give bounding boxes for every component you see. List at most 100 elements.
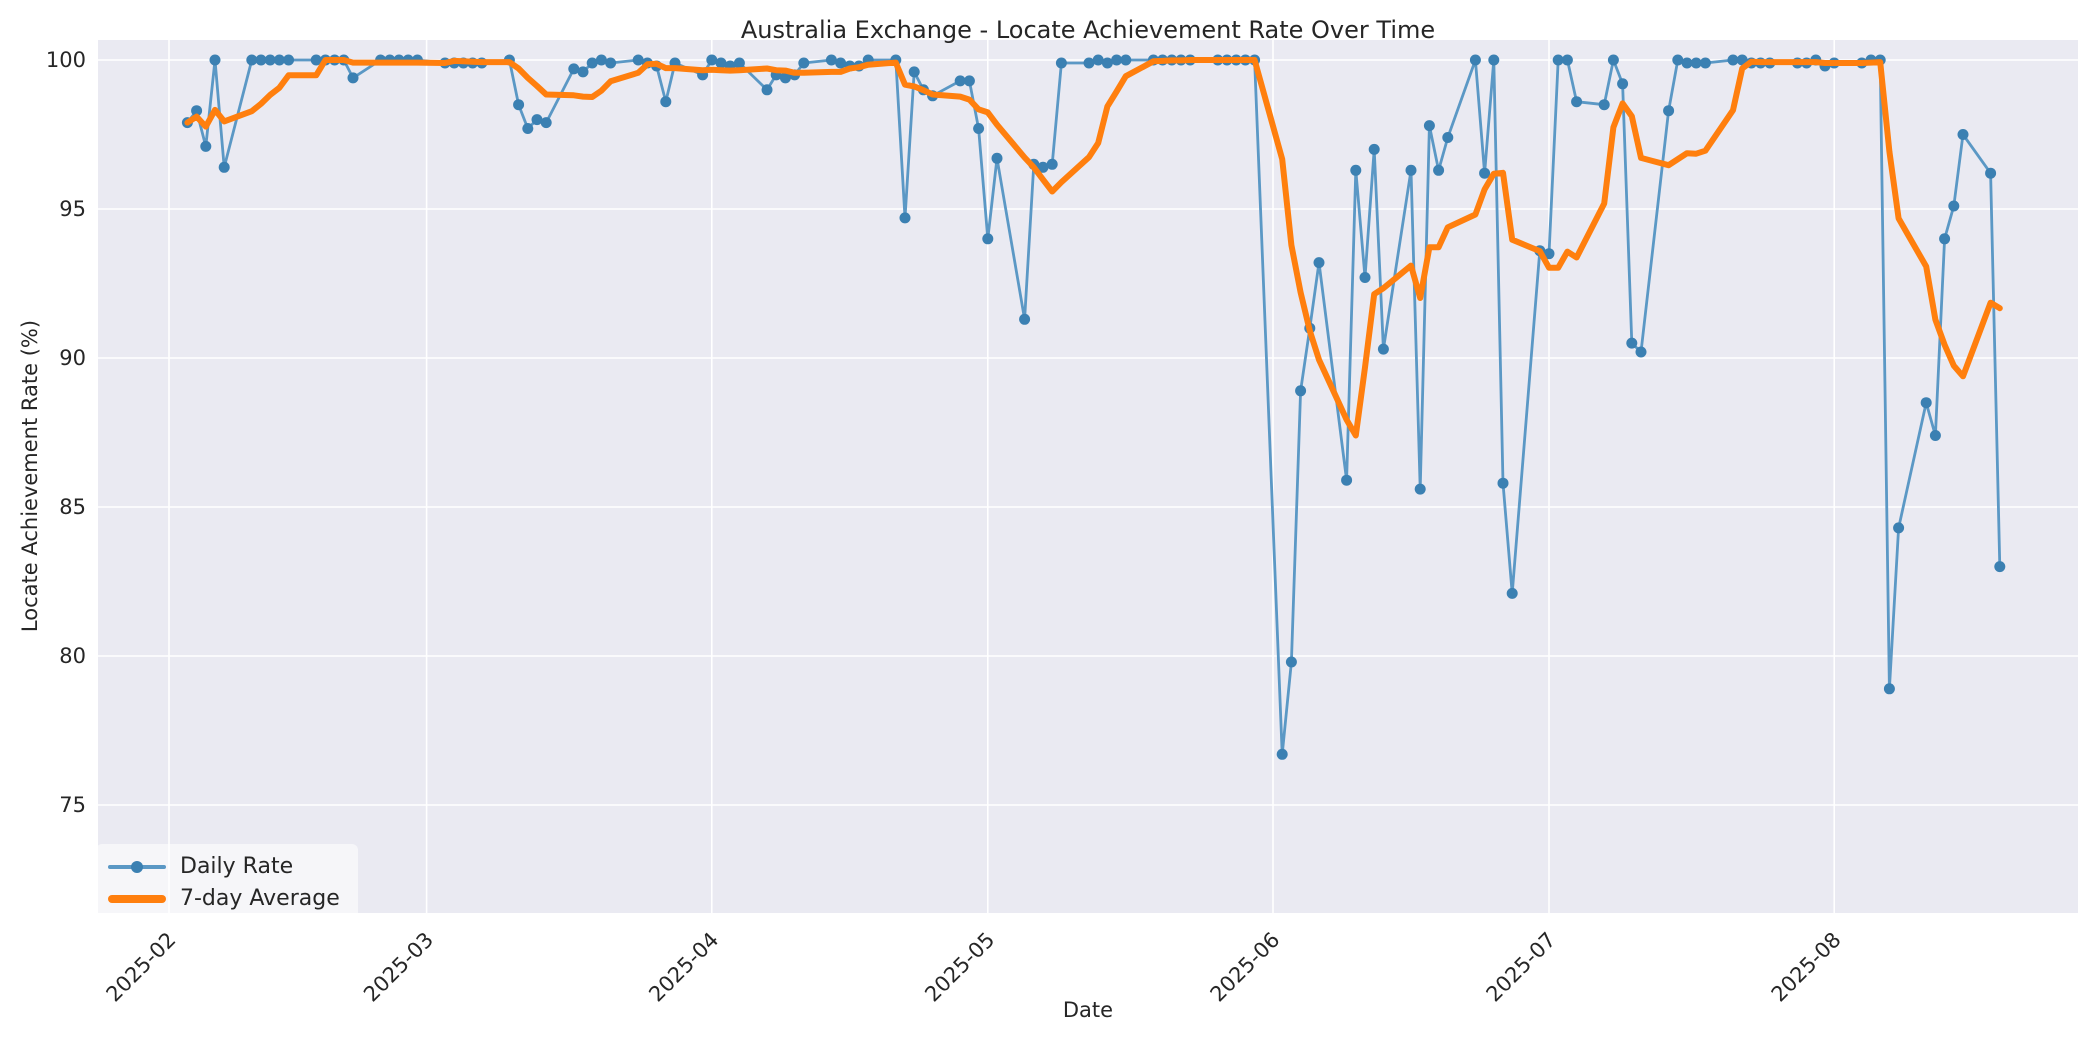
daily-rate-marker (798, 57, 810, 69)
daily-rate-marker (1626, 337, 1638, 349)
x-axis-label: Date (1062, 998, 1114, 1022)
seven-day-average-line (184, 57, 2003, 439)
legend: Daily Rate 7-day Average (96, 844, 358, 922)
daily-rate-marker (982, 233, 994, 245)
daily-rate-marker (218, 161, 230, 173)
daily-rate-marker (761, 84, 773, 96)
daily-rate-marker (1690, 57, 1702, 69)
x-tick-label: 2025-05 (920, 928, 999, 1007)
daily-rate-marker (733, 57, 745, 69)
y-tick-label: 100 (46, 48, 86, 72)
daily-rate-marker (513, 99, 525, 111)
daily-rate-marker (1929, 430, 1941, 441)
daily-rate-marker (908, 66, 920, 78)
daily-rate-marker (605, 57, 617, 69)
daily-rate-marker (522, 123, 534, 134)
daily-rate-marker (1037, 161, 1049, 173)
daily-rate-marker (347, 72, 359, 84)
daily-rate-marker (1442, 132, 1454, 143)
daily-rate-marker (1681, 57, 1693, 69)
y-tick-label: 80 (59, 644, 86, 668)
daily-rate-marker (1019, 313, 1031, 325)
legend-item-7day-average: 7-day Average (108, 888, 340, 910)
y-tick-label: 95 (59, 197, 86, 221)
legend-label-daily-rate: Daily Rate (180, 854, 294, 879)
legend-label-7day-average: 7-day Average (180, 886, 340, 911)
daily-rate-marker (1276, 748, 1288, 760)
daily-rate-marker (255, 54, 267, 66)
daily-rate-marker (1497, 477, 1509, 489)
seven-day-average-line-icon (108, 895, 166, 903)
daily-rate-marker (577, 66, 589, 78)
daily-rate-marker (1414, 483, 1426, 495)
daily-rate-marker (825, 54, 837, 66)
daily-rate-marker (191, 105, 203, 117)
daily-rate-marker (310, 54, 322, 66)
legend-item-daily-rate: Daily Rate (108, 856, 340, 878)
daily-rate-marker (632, 54, 644, 66)
daily-rate-marker (1359, 272, 1371, 283)
daily-rate-marker (264, 54, 276, 66)
daily-rate-marker (595, 54, 607, 66)
daily-rate-marker (540, 117, 552, 129)
y-tick-label: 75 (59, 793, 86, 817)
daily-rate-marker (1994, 561, 2006, 573)
daily-rate-marker (1368, 143, 1380, 155)
x-tick-label: 2025-02 (102, 928, 181, 1007)
daily-rate-marker (1883, 683, 1895, 695)
daily-rate-marker (1985, 167, 1997, 179)
daily-rate-marker (1571, 96, 1583, 108)
daily-rate-marker (1672, 54, 1684, 66)
daily-rate-marker (273, 54, 285, 66)
daily-rate-marker (1663, 105, 1675, 117)
x-tick-label: 2025-04 (644, 928, 723, 1007)
daily-rate-marker (1092, 54, 1104, 66)
daily-rate-line-icon (108, 861, 166, 873)
daily-rate-marker (1111, 54, 1123, 66)
daily-rate-marker (1295, 385, 1307, 397)
daily-rate-marker (1285, 656, 1297, 668)
daily-rate-marker (1957, 129, 1969, 140)
x-tick-label: 2025-08 (1767, 928, 1846, 1007)
daily-rate-marker (1377, 343, 1389, 355)
daily-rate-marker (963, 75, 975, 87)
x-tick-label: 2025-06 (1206, 928, 1285, 1007)
daily-rate-marker (1055, 57, 1067, 69)
daily-rate-marker (209, 54, 221, 66)
daily-rate-marker (200, 140, 212, 152)
daily-rate-marker (715, 57, 727, 69)
daily-rate-marker (283, 54, 295, 66)
daily-rate-marker (706, 54, 718, 66)
plot-area (98, 40, 2078, 913)
daily-rate-marker (1635, 346, 1647, 358)
x-tick-label: 2025-03 (359, 928, 438, 1007)
daily-rate-marker (1506, 587, 1518, 599)
daily-rate-marker (1405, 164, 1417, 176)
daily-rate-marker (954, 75, 966, 87)
daily-rate-marker (586, 57, 598, 69)
y-tick-label: 90 (59, 346, 86, 370)
chart-title: Australia Exchange - Locate Achievement … (740, 16, 1436, 44)
daily-rate-marker (779, 72, 791, 84)
daily-rate-marker (1699, 57, 1711, 69)
daily-rate-marker (991, 152, 1003, 164)
daily-rate-marker (531, 114, 543, 126)
y-axis-label: Locate Achievement Rate (%) (18, 319, 42, 633)
daily-rate-marker (899, 212, 911, 224)
y-tick-label: 85 (59, 495, 86, 519)
daily-rate-marker (1341, 474, 1353, 486)
daily-rate-marker (1727, 54, 1739, 66)
daily-rate-marker (1101, 57, 1113, 69)
daily-rate-marker (1552, 54, 1564, 66)
daily-rate-marker (1561, 54, 1573, 66)
x-tick-label: 2025-07 (1482, 928, 1561, 1007)
daily-rate-marker (660, 96, 672, 108)
daily-rate-marker (1920, 397, 1932, 409)
daily-rate-marker (1350, 164, 1362, 176)
daily-rate-marker (1488, 54, 1500, 66)
daily-rate-marker (1617, 78, 1629, 90)
daily-rate-marker (1433, 164, 1445, 176)
daily-rate-marker (1607, 54, 1619, 66)
